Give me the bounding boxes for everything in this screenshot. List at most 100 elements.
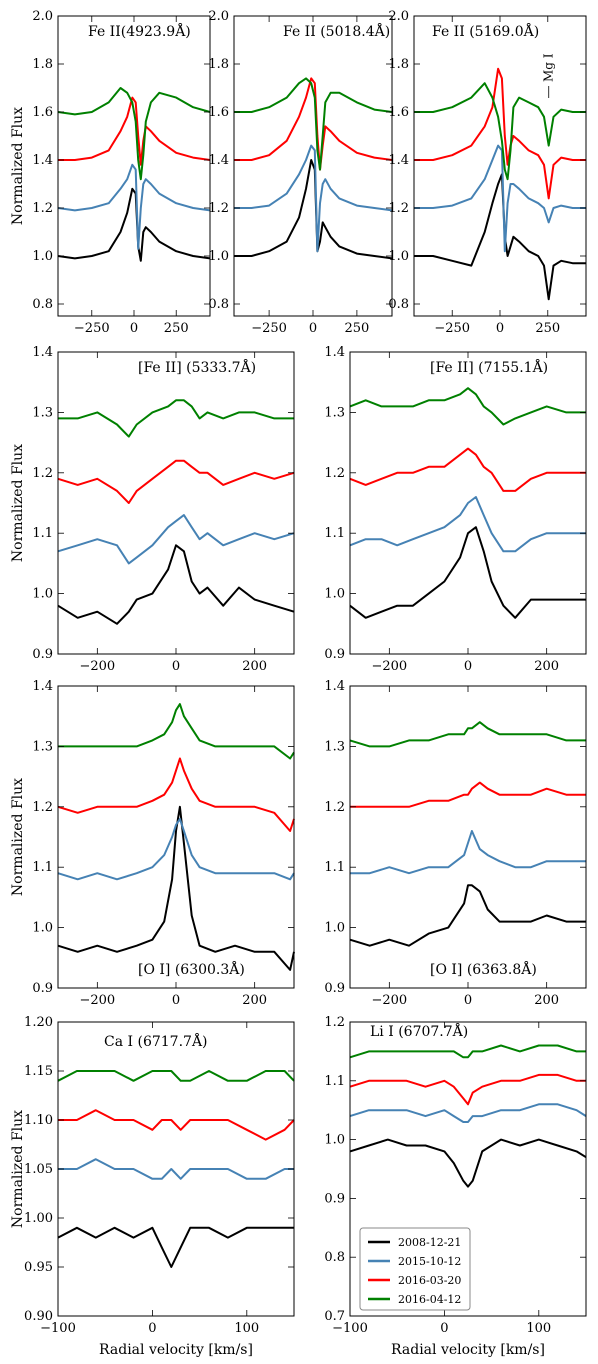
series-line-2015-10-12 xyxy=(350,830,586,875)
series-line-2016-03-20 xyxy=(57,757,295,832)
panel-5: −200 0 200 0.9 1.0 1.1 1.2 1.3 1.4 [Fe II] (7155.… xyxy=(324,345,587,674)
series-line-2016-04-12 xyxy=(349,1044,586,1059)
y-tick-label: 0.8 xyxy=(208,297,229,312)
legend-label: 2008-12-21 xyxy=(398,1236,461,1249)
panel-7: −200 0 200 0.9 1.0 1.1 1.2 1.3 1.4 [O I] (6363.8Å… xyxy=(324,679,587,1008)
series-line-2008-12-21 xyxy=(57,1226,294,1268)
series-line-2015-10-12 xyxy=(58,1158,294,1180)
y-tick-label: 1.05 xyxy=(24,1162,53,1177)
y-tick-label: 1.1 xyxy=(32,526,53,541)
y-tick-label: 0.9 xyxy=(32,981,53,996)
y-tick-label: 1.0 xyxy=(32,587,53,602)
y-tick-label: 1.2 xyxy=(324,1015,345,1030)
legend: 2008-12-21 2015-10-12 2016-03-20 2016-04-12 xyxy=(359,1227,471,1311)
x-tick-label: −200 xyxy=(79,659,115,674)
x-axis-label: Radial velocity [km/s] xyxy=(99,1342,253,1358)
y-tick-label: 1.0 xyxy=(324,587,345,602)
y-tick-label: 1.6 xyxy=(388,105,409,120)
y-tick-label: 1.0 xyxy=(388,249,409,264)
y-tick-label: 1.2 xyxy=(208,201,229,216)
series-line-2015-10-12 xyxy=(57,163,211,250)
x-tick-label: 200 xyxy=(534,993,559,1008)
x-tick-label: 0 xyxy=(440,1321,448,1336)
series-line-2008-12-21 xyxy=(349,884,586,947)
y-tick-label: 1.0 xyxy=(32,921,53,936)
y-tick-label: 1.2 xyxy=(388,201,409,216)
panel-9: −100 0 100 0.7 0.8 0.9 1.0 1.1 1.2 Li I (6707.7Å)… xyxy=(324,1015,587,1358)
x-tick-label: −200 xyxy=(371,659,407,674)
y-axis-label: Normalized Flux xyxy=(10,1110,26,1228)
series-line-2016-04-12 xyxy=(58,399,294,438)
legend-box xyxy=(359,1227,471,1311)
series-line-2016-04-12 xyxy=(349,387,586,426)
x-tick-label: −100 xyxy=(40,1321,76,1336)
series-line-2008-12-21 xyxy=(57,805,295,971)
y-tick-label: 1.0 xyxy=(32,249,53,264)
y-tick-label: 1.4 xyxy=(32,679,53,694)
axes-frame xyxy=(57,1021,295,1317)
panel-title: Fe II (5169.0Å) xyxy=(432,22,539,40)
legend-label: 2015-10-12 xyxy=(398,1255,461,1268)
y-tick-label: 1.3 xyxy=(32,405,53,420)
y-axis-label: Normalized Flux xyxy=(10,778,26,896)
y-tick-label: 1.1 xyxy=(324,860,345,875)
mg-annotation: Mg I xyxy=(542,53,556,82)
y-tick-label: 1.8 xyxy=(388,57,409,72)
legend-label: 2016-03-20 xyxy=(398,1274,461,1287)
y-tick-label: 1.10 xyxy=(24,1113,53,1128)
y-tick-label: 2.0 xyxy=(208,9,229,24)
series-line-2016-04-12 xyxy=(349,721,586,748)
y-tick-label: 0.7 xyxy=(324,1309,345,1324)
x-tick-label: 250 xyxy=(344,321,369,336)
axes-frame xyxy=(57,351,295,655)
series-line-2015-10-12 xyxy=(349,1103,587,1123)
x-tick-label: 0 xyxy=(464,993,472,1008)
y-tick-label: 1.8 xyxy=(32,57,53,72)
y-tick-label: 1.1 xyxy=(324,1074,345,1089)
x-tick-label: 0 xyxy=(172,659,180,674)
y-tick-label: 0.8 xyxy=(388,297,409,312)
y-tick-label: 1.4 xyxy=(324,345,345,360)
series-line-2016-04-12 xyxy=(58,703,295,760)
series-line-2008-12-21 xyxy=(234,159,393,260)
y-tick-label: 0.90 xyxy=(24,1309,53,1324)
y-tick-label: 2.0 xyxy=(388,9,409,24)
series-line-2016-03-20 xyxy=(350,781,586,808)
y-tick-label: 1.3 xyxy=(324,405,345,420)
x-tick-label: 200 xyxy=(534,659,559,674)
y-tick-label: 1.3 xyxy=(324,739,345,754)
y-tick-label: 1.4 xyxy=(208,153,229,168)
series-line-2015-10-12 xyxy=(414,144,586,253)
y-tick-label: 1.3 xyxy=(32,739,53,754)
series-line-2008-12-21 xyxy=(349,526,586,619)
legend-label: 2016-04-12 xyxy=(398,1293,461,1306)
y-tick-label: 1.00 xyxy=(24,1211,53,1226)
x-tick-label: −200 xyxy=(79,993,115,1008)
y-tick-label: 1.0 xyxy=(208,249,229,264)
panel-title: [O I] (6363.8Å) xyxy=(430,960,537,978)
y-tick-label: 1.4 xyxy=(388,153,409,168)
x-tick-label: 0 xyxy=(148,1321,156,1336)
panel-2: −250 0 250 0.8 1.0 1.2 1.4 1.6 1.8 2.0 Fe II (5018… xyxy=(208,9,393,336)
x-tick-label: 100 xyxy=(234,1321,259,1336)
y-tick-label: 1.4 xyxy=(32,153,53,168)
x-tick-label: −100 xyxy=(332,1321,368,1336)
series-line-2016-03-20 xyxy=(58,96,211,166)
panel-6: −200 0 200 0.9 1.0 1.1 1.2 1.3 1.4 [O I] (6300.3Å… xyxy=(10,679,295,1008)
series-line-2016-04-12 xyxy=(414,82,586,181)
series-line-2016-03-20 xyxy=(349,447,586,492)
x-tick-label: 0 xyxy=(130,321,138,336)
series-line-2015-10-12 xyxy=(234,144,393,253)
y-tick-label: 1.0 xyxy=(324,1133,345,1148)
y-tick-label: 1.2 xyxy=(324,800,345,815)
axes-frame xyxy=(349,1021,587,1317)
panel-title: Ca I (6717.7Å) xyxy=(104,1032,208,1050)
y-tick-label: 2.0 xyxy=(32,9,53,24)
y-tick-label: 1.2 xyxy=(324,466,345,481)
panel-3: −250 0 250 0.8 1.0 1.2 1.4 1.6 1.8 2.0 Fe II (5169… xyxy=(388,9,587,336)
x-tick-label: 250 xyxy=(535,321,560,336)
x-tick-label: −200 xyxy=(371,993,407,1008)
series-line-2016-04-12 xyxy=(57,1070,295,1082)
y-tick-label: 1.2 xyxy=(32,800,53,815)
panel-8: −100 0 100 0.90 0.95 1.00 1.05 1.10 1.15 1.20 Ca I… xyxy=(10,1015,295,1358)
